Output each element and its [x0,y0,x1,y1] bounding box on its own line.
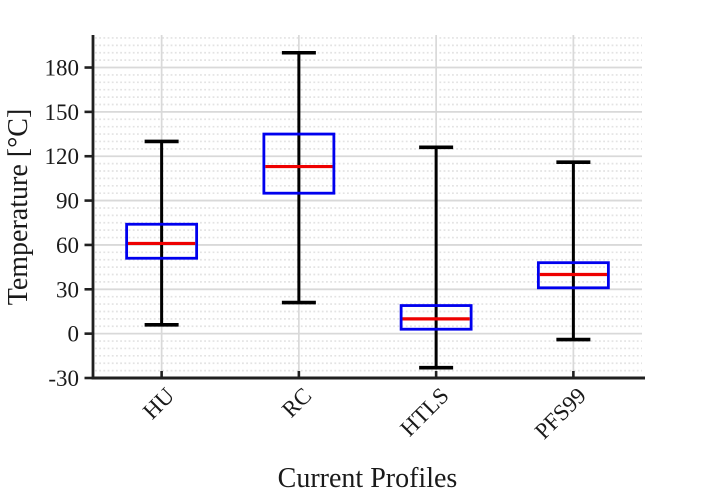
y-tick-label: 0 [68,322,80,347]
box-hu [125,222,199,260]
y-tick-label: -30 [48,366,79,391]
x-axis-title: Current Profiles [278,463,458,494]
y-tick-label: 120 [45,144,80,169]
x-tick-label-rc: RC [277,383,316,422]
box-htls [399,304,473,331]
box-pfs99 [536,261,610,290]
x-tick-label-htls: HTLS [395,383,453,441]
x-tick-label-pfs99: PFS99 [530,383,591,444]
box-rc [262,132,336,195]
y-tick-label: 90 [56,189,79,214]
y-tick-label: 150 [45,100,80,125]
y-tick-label: 30 [56,277,79,302]
y-axis-title: Temperature [°C] [3,109,34,306]
y-tick-label: 180 [45,56,80,81]
x-tick-label-hu: HU [138,383,179,424]
y-tick-label: 60 [56,233,79,258]
